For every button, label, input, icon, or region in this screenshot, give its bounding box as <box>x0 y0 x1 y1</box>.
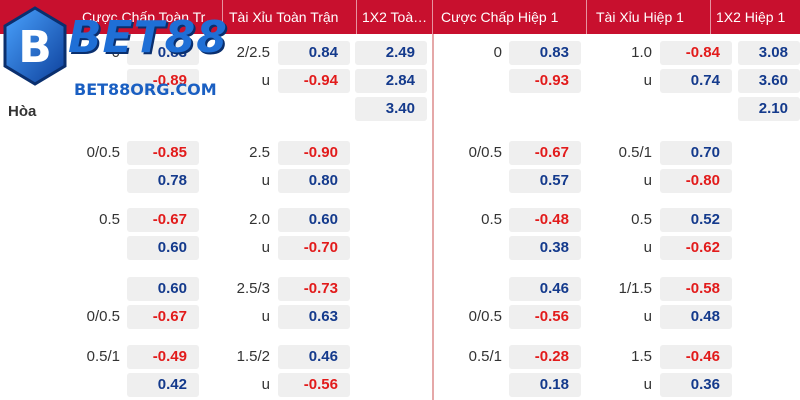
h1-ou-odd-cell[interactable]: -0.84 <box>660 41 732 65</box>
ft-hdp-line: 0/0.5 <box>86 144 120 161</box>
ft-hdp-odd-cell[interactable]: 0.83 <box>127 41 199 65</box>
header-ft-overunder[interactable]: Tài Xỉu Toàn Trận <box>229 9 339 25</box>
ft-1x2-odd-cell[interactable]: 2.49 <box>355 41 427 65</box>
h1-hdp-line: 0.5 <box>481 211 502 228</box>
ft-ou-odd-cell[interactable]: -0.94 <box>278 69 350 93</box>
ft-hdp-line: 0 <box>111 44 120 61</box>
ft-ou-line: 2.0 <box>249 211 270 228</box>
ft-hdp-line: 0.5/1 <box>86 348 120 365</box>
ft-ou-line: u <box>261 239 270 256</box>
ft-ou-odd-cell[interactable]: -0.56 <box>278 373 350 397</box>
ft-ou-odd-cell[interactable]: -0.70 <box>278 236 350 260</box>
h1-ou-odd-cell[interactable]: 0.70 <box>660 141 732 165</box>
svg-text:B: B <box>18 22 52 73</box>
ft-ou-line: 2/2.5 <box>236 44 270 61</box>
ft-ou-odd-cell[interactable]: 0.80 <box>278 169 350 193</box>
ft-ou-line: u <box>261 308 270 325</box>
section-divider <box>432 34 434 400</box>
ft-ou-line: 2.5 <box>249 144 270 161</box>
header-ft-1x2[interactable]: 1X2 Toàn Trận <box>362 9 430 25</box>
ft-hdp-odd-cell[interactable]: 0.60 <box>127 236 199 260</box>
ft-hdp-odd-cell[interactable]: 0.60 <box>127 277 199 301</box>
h1-ou-line: u <box>643 72 652 89</box>
h1-1x2-odd-cell[interactable]: 3.08 <box>738 41 800 65</box>
ft-hdp-line: 0/0.5 <box>86 308 120 325</box>
h1-hdp-line: 0 <box>493 44 502 61</box>
h1-hdp-line: 0/0.5 <box>468 308 502 325</box>
header-separator <box>586 0 587 34</box>
h1-ou-odd-cell[interactable]: 0.74 <box>660 69 732 93</box>
header-separator <box>432 0 433 34</box>
odds-table-header: Cược Chấp Toàn Trận Tài Xỉu Toàn Trận 1X… <box>0 0 800 34</box>
h1-ou-line: u <box>643 308 652 325</box>
h1-hdp-odd-cell[interactable]: -0.67 <box>509 141 581 165</box>
bet88-logo-icon: B <box>3 6 67 86</box>
h1-ou-line: u <box>643 239 652 256</box>
header-separator <box>710 0 711 34</box>
bet88-logo: B BET88 BET88ORG.COM <box>0 4 227 106</box>
h1-ou-line: 1.5 <box>631 348 652 365</box>
ft-ou-line: 1.5/2 <box>236 348 270 365</box>
h1-ou-odd-cell[interactable]: -0.58 <box>660 277 732 301</box>
header-h1-1x2[interactable]: 1X2 Hiệp 1 <box>716 9 786 25</box>
h1-ou-line: 1.0 <box>631 44 652 61</box>
h1-hdp-odd-cell[interactable]: -0.56 <box>509 305 581 329</box>
h1-ou-odd-cell[interactable]: -0.62 <box>660 236 732 260</box>
ft-ou-odd-cell[interactable]: -0.73 <box>278 277 350 301</box>
h1-ou-line: u <box>643 172 652 189</box>
draw-row-label: Hòa <box>8 103 37 120</box>
header-h1-overunder[interactable]: Tài Xỉu Hiệp 1 <box>596 9 684 25</box>
ft-hdp-odd-cell[interactable]: -0.67 <box>127 208 199 232</box>
h1-1x2-odd-cell[interactable]: 2.10 <box>738 97 800 121</box>
header-separator <box>222 0 223 34</box>
ft-hdp-odd-cell[interactable]: -0.49 <box>127 345 199 369</box>
ft-ou-odd-cell[interactable]: 0.63 <box>278 305 350 329</box>
h1-hdp-odd-cell[interactable]: 0.57 <box>509 169 581 193</box>
brand-name: BET88 <box>68 12 228 63</box>
h1-hdp-odd-cell[interactable]: -0.28 <box>509 345 581 369</box>
h1-hdp-line: 0.5/1 <box>468 348 502 365</box>
ft-ou-odd-cell[interactable]: 0.84 <box>278 41 350 65</box>
ft-hdp-odd-cell[interactable]: -0.89 <box>127 69 199 93</box>
h1-hdp-odd-cell[interactable]: -0.48 <box>509 208 581 232</box>
header-h1-handicap[interactable]: Cược Chấp Hiệp 1 <box>441 9 559 25</box>
h1-hdp-odd-cell[interactable]: 0.38 <box>509 236 581 260</box>
ft-ou-line: u <box>261 172 270 189</box>
h1-ou-odd-cell[interactable]: 0.52 <box>660 208 732 232</box>
h1-ou-line: 1/1.5 <box>618 280 652 297</box>
h1-hdp-line: 0/0.5 <box>468 144 502 161</box>
ft-1x2-odd-cell[interactable]: 3.40 <box>355 97 427 121</box>
h1-hdp-odd-cell[interactable]: 0.83 <box>509 41 581 65</box>
h1-ou-odd-cell[interactable]: -0.80 <box>660 169 732 193</box>
ft-ou-odd-cell[interactable]: -0.90 <box>278 141 350 165</box>
ft-ou-odd-cell[interactable]: 0.60 <box>278 208 350 232</box>
h1-ou-odd-cell[interactable]: -0.46 <box>660 345 732 369</box>
h1-ou-line: 0.5 <box>631 211 652 228</box>
ft-hdp-odd-cell[interactable]: 0.78 <box>127 169 199 193</box>
h1-ou-line: u <box>643 376 652 393</box>
ft-ou-line: u <box>261 376 270 393</box>
header-separator <box>356 0 357 34</box>
ft-ou-line: u <box>261 72 270 89</box>
ft-hdp-line: 0.5 <box>99 211 120 228</box>
ft-ou-line: 2.5/3 <box>236 280 270 297</box>
h1-hdp-odd-cell[interactable]: -0.93 <box>509 69 581 93</box>
ft-hdp-odd-cell[interactable]: 0.42 <box>127 373 199 397</box>
ft-hdp-odd-cell[interactable]: -0.85 <box>127 141 199 165</box>
ft-hdp-odd-cell[interactable]: -0.67 <box>127 305 199 329</box>
h1-ou-line: 0.5/1 <box>618 144 652 161</box>
ft-ou-odd-cell[interactable]: 0.46 <box>278 345 350 369</box>
brand-subtitle: BET88ORG.COM <box>74 80 217 99</box>
h1-hdp-odd-cell[interactable]: 0.18 <box>509 373 581 397</box>
h1-ou-odd-cell[interactable]: 0.36 <box>660 373 732 397</box>
h1-1x2-odd-cell[interactable]: 3.60 <box>738 69 800 93</box>
ft-1x2-odd-cell[interactable]: 2.84 <box>355 69 427 93</box>
h1-hdp-odd-cell[interactable]: 0.46 <box>509 277 581 301</box>
h1-ou-odd-cell[interactable]: 0.48 <box>660 305 732 329</box>
